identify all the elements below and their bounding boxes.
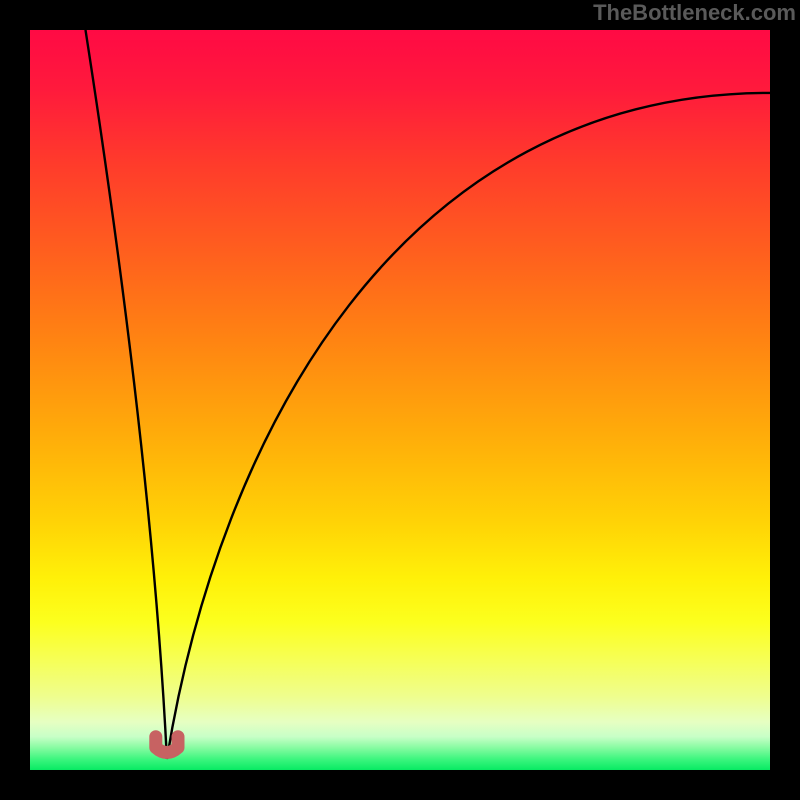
chart-container: TheBottleneck.com: [0, 0, 800, 800]
curve-overlay: [0, 0, 800, 800]
watermark-text: TheBottleneck.com: [593, 0, 796, 26]
bottleneck-curve: [86, 30, 771, 759]
